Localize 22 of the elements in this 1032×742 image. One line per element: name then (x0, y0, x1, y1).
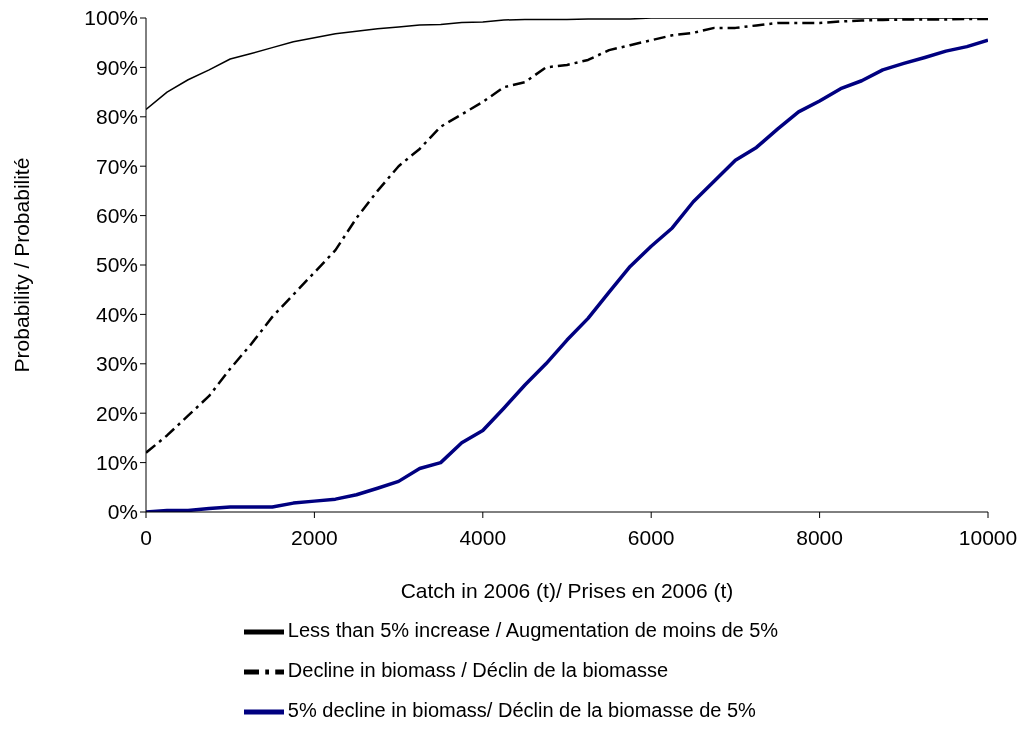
x-tick-label: 4000 (459, 525, 507, 549)
x-tick-label: 0 (140, 525, 152, 549)
y-tick-label: 70% (95, 154, 138, 178)
y-tick-label: 20% (95, 401, 138, 425)
x-tick-label: 8000 (796, 525, 843, 549)
y-tick-label: 80% (95, 105, 138, 129)
y-axis-title: Probability / Probabilité (10, 157, 34, 373)
legend-label: 5% decline in biomass/ Déclin de la biomasse de 5% (287, 699, 756, 722)
y-tick-label: 30% (95, 352, 138, 376)
y-tick-label: 100% (84, 6, 138, 30)
y-tick-label: 90% (95, 55, 138, 79)
x-axis-title: Catch in 2006 (t)/ Prises en 2006 (t) (400, 579, 734, 602)
x-tick-label: 6000 (627, 525, 675, 549)
x-tick-label: 10000 (958, 525, 1018, 549)
y-tick-label: 60% (95, 204, 138, 228)
legend-label: Decline in biomass / Déclin de la biomasse (287, 659, 669, 682)
y-tick-label: 10% (95, 451, 138, 475)
y-tick-label: 0% (107, 500, 138, 524)
legend-label: Less than 5% increase / Augmentation de moins de 5% (287, 619, 779, 642)
y-tick-label: 40% (95, 302, 138, 326)
x-tick-label: 2000 (291, 525, 338, 549)
y-tick-label: 50% (95, 253, 138, 277)
